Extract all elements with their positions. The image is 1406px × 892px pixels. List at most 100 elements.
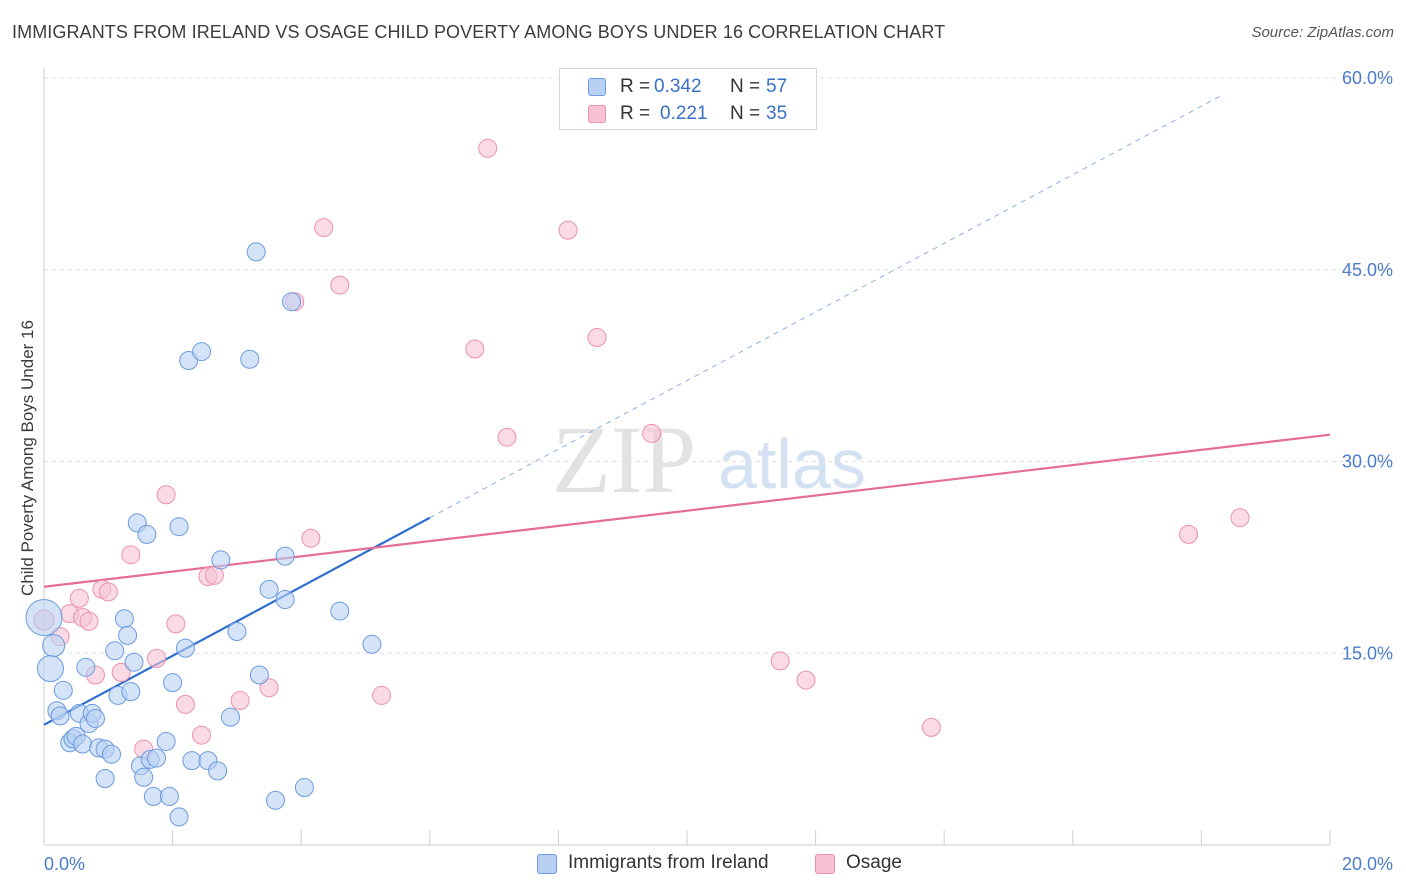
data-point-ireland [249, 665, 269, 685]
data-point-ireland [220, 707, 240, 727]
legend-swatch-ireland [537, 854, 557, 874]
data-point-osage [796, 670, 816, 690]
data-point-ireland [175, 638, 195, 658]
data-point-osage [192, 725, 212, 745]
legend-n-value-ireland: 57 [766, 76, 788, 97]
data-point-osage [642, 423, 662, 443]
data-point-osage [147, 648, 167, 668]
data-point-ireland [42, 634, 66, 658]
watermark-atlas: atlas [718, 425, 866, 503]
legend-label-osage: Osage [846, 852, 902, 873]
data-point-ireland [102, 744, 122, 764]
data-point-ireland [147, 748, 167, 768]
data-point-ireland [105, 641, 125, 661]
y-tick-label: 15.0% [1342, 643, 1393, 663]
data-point-ireland [275, 546, 295, 566]
data-point-ireland [134, 767, 154, 787]
legend-n-label: N = [730, 103, 761, 124]
legend-label-ireland: Immigrants from Ireland [568, 852, 769, 873]
data-point-osage [301, 528, 321, 548]
data-point-ireland [53, 680, 73, 700]
data-point-osage [314, 218, 334, 238]
data-point-ireland [192, 342, 212, 362]
data-point-ireland [259, 579, 279, 599]
data-point-ireland [163, 673, 183, 693]
data-point-osage [330, 275, 350, 295]
data-point-ireland [275, 590, 295, 610]
data-point-ireland [182, 751, 202, 771]
data-point-osage [1179, 524, 1199, 544]
data-point-ireland [137, 524, 157, 544]
data-point-ireland [156, 731, 176, 751]
trend-line-ireland [43, 516, 431, 726]
x-tick-label: 20.0% [1342, 854, 1393, 874]
data-point-ireland [362, 634, 382, 654]
data-point-osage [259, 678, 279, 698]
data-point-ireland [159, 786, 179, 806]
data-point-ireland [282, 292, 302, 312]
watermark: ZIP atlas [552, 406, 866, 513]
data-point-osage [478, 138, 498, 158]
data-point-osage [770, 651, 790, 671]
tick-labels: 15.0% 30.0% 45.0% 60.0% 0.0% 20.0% [44, 68, 1393, 874]
data-point-ireland [124, 652, 144, 672]
data-point-ireland [227, 622, 247, 642]
correlation-legend: R = 0.342 N = 57 R = 0.221 N = 35 [559, 68, 817, 130]
data-point-ireland [76, 657, 96, 677]
data-point-osage [111, 662, 131, 682]
legend-r-label: R = [620, 76, 651, 97]
legend-swatch-osage [815, 854, 835, 874]
data-point-ireland [246, 242, 266, 262]
data-point-osage [230, 691, 250, 711]
y-tick-label: 30.0% [1342, 452, 1393, 472]
legend-r-value-ireland: 0.342 [654, 76, 702, 97]
data-point-ireland [25, 598, 63, 636]
data-point-osage [69, 588, 89, 608]
data-point-ireland [121, 682, 141, 702]
data-point-ireland [95, 769, 115, 789]
data-point-osage [121, 545, 141, 565]
data-point-osage [921, 717, 941, 737]
data-point-osage [372, 685, 392, 705]
data-point-osage [465, 339, 485, 359]
data-point-ireland [169, 517, 189, 537]
y-tick-label: 45.0% [1342, 260, 1393, 280]
legend-n-value-osage: 35 [766, 103, 788, 124]
data-point-ireland [211, 550, 231, 570]
data-point-ireland [169, 807, 189, 827]
data-points [25, 138, 1250, 827]
data-point-ireland [36, 655, 64, 683]
data-point-osage [79, 611, 99, 631]
data-point-ireland [143, 786, 163, 806]
x-tick-label: 0.0% [44, 854, 85, 874]
legend-n-label: N = [730, 76, 761, 97]
data-point-ireland [330, 601, 350, 621]
data-point-osage [98, 582, 118, 602]
data-point-ireland [294, 777, 314, 797]
watermark-zip: ZIP [552, 406, 696, 513]
y-tick-label: 60.0% [1342, 68, 1393, 88]
data-point-ireland [50, 706, 70, 726]
data-point-osage [587, 328, 607, 348]
trend-line-osage [43, 433, 1331, 588]
legend-swatch-osage [588, 105, 606, 123]
data-point-ireland [73, 734, 93, 754]
data-point-osage [156, 485, 176, 505]
data-point-osage [497, 427, 517, 447]
data-point-ireland [240, 349, 260, 369]
data-point-ireland [208, 761, 228, 781]
data-point-osage [166, 614, 186, 634]
data-point-ireland [114, 609, 134, 629]
data-point-ireland [118, 625, 138, 645]
axes [43, 68, 1331, 846]
data-point-osage [1230, 508, 1250, 528]
legend-swatch-ireland [588, 78, 606, 96]
chart-title: IMMIGRANTS FROM IRELAND VS OSAGE CHILD P… [12, 22, 946, 42]
legend-r-label: R = [620, 103, 651, 124]
data-point-ireland [265, 790, 285, 810]
data-point-ireland [85, 708, 105, 728]
legend-r-value-osage: 0.221 [660, 103, 708, 124]
source-label: Source: ZipAtlas.com [1251, 24, 1394, 41]
data-point-osage [175, 694, 195, 714]
